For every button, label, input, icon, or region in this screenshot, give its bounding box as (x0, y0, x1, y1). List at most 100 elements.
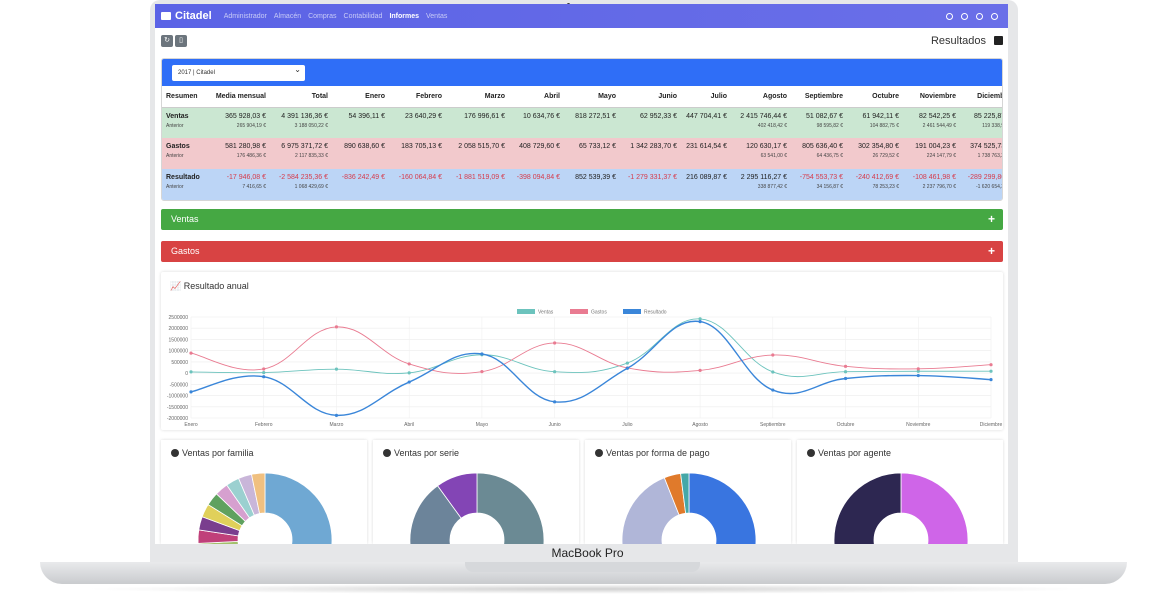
pie-slice[interactable] (833, 472, 902, 544)
ventas-section-toggle[interactable]: Ventas + (161, 209, 1003, 230)
data-point[interactable] (407, 362, 411, 366)
data-point[interactable] (989, 363, 993, 367)
cell-value: 85 225,87 € (974, 112, 1002, 120)
data-point[interactable] (189, 351, 193, 355)
pie-slice[interactable] (249, 472, 333, 544)
data-point[interactable] (480, 370, 484, 374)
data-point[interactable] (916, 369, 920, 373)
data-point[interactable] (553, 370, 557, 374)
cell-value: 447 704,41 € (686, 112, 727, 120)
data-point[interactable] (553, 341, 557, 345)
gastos-section-label: Gastos (171, 246, 200, 256)
value-cell: 85 225,87 € 119 338,94 € (960, 107, 1002, 138)
data-point[interactable] (698, 319, 702, 324)
data-point[interactable] (698, 317, 702, 321)
chat-icon[interactable] (961, 12, 968, 20)
data-point[interactable] (843, 370, 848, 374)
menu-item-almacen[interactable]: Almacén (273, 12, 302, 20)
x-tick-label: Noviembre (906, 422, 930, 428)
legend-label[interactable]: Gastos (591, 310, 607, 316)
pie-title-label: Ventas por serie (394, 448, 460, 458)
summary-row: Ventas Anterior 365 928,03 € 265 904,19 € 4 … (162, 107, 1002, 138)
bookmark-icon: ▯ (179, 37, 183, 44)
period-select[interactable]: 2017 | Citadel (172, 62, 305, 81)
data-point[interactable] (625, 361, 629, 365)
data-point[interactable] (553, 400, 557, 404)
data-point[interactable] (480, 352, 484, 356)
value-cell: 365 928,03 € 265 904,19 € (208, 107, 270, 138)
pie-slice[interactable] (476, 472, 545, 544)
value-cell: 62 952,33 € (620, 107, 681, 138)
pie-slice[interactable] (621, 477, 697, 544)
brand[interactable]: Citadel (155, 10, 212, 22)
cell-value: 54 396,11 € (348, 112, 385, 120)
data-point[interactable] (262, 370, 266, 375)
value-cell: 2 295 116,27 € 338 877,42 € (731, 169, 791, 200)
pie-slice[interactable] (251, 472, 266, 515)
cell-value: 231 614,54 € (686, 143, 727, 150)
menu-item-contabilidad[interactable]: Contabilidad (343, 12, 383, 20)
gastos-section-toggle[interactable]: Gastos + (161, 241, 1003, 262)
pie-slice[interactable] (900, 472, 969, 544)
row-label-cell: Gastos Anterior (162, 138, 208, 169)
data-point[interactable] (262, 375, 266, 379)
pie-slice[interactable] (688, 472, 757, 544)
annual-result-chart: 2500000 2000000 1500000 1000000 500000 0 -5000… (167, 309, 1002, 428)
value-cell: 231 614,54 € (681, 138, 731, 169)
legend-label[interactable]: Resultado (644, 310, 667, 316)
data-point[interactable] (916, 373, 920, 378)
help-icon[interactable] (976, 12, 983, 20)
cell-value: 82 542,25 € (919, 112, 956, 120)
pie-card: Ventas por familia (161, 440, 367, 544)
data-point[interactable] (771, 388, 775, 392)
cell-value: 2 415 746,44 € (740, 112, 787, 120)
column-header: Noviembre (903, 86, 960, 108)
data-point[interactable] (407, 380, 411, 384)
value-cell: 51 082,67 € 98 595,82 € (791, 107, 847, 138)
data-point[interactable] (334, 367, 339, 371)
user-icon[interactable] (991, 12, 998, 20)
data-point[interactable] (334, 325, 339, 329)
cell-value: 2 295 116,27 € (740, 174, 787, 181)
menu-item-informes[interactable]: Informes (389, 12, 419, 20)
cell-previous: 119 338,94 € (982, 122, 1002, 129)
menu-item-ventas[interactable]: Ventas (426, 12, 448, 20)
data-point[interactable] (189, 390, 193, 394)
bookmark-button[interactable]: ▯ (175, 35, 187, 47)
data-point[interactable] (771, 353, 775, 357)
cell-value: 805 636,40 € (802, 143, 843, 150)
data-point[interactable] (407, 371, 411, 375)
image-icon[interactable] (994, 36, 1003, 45)
data-point[interactable] (189, 370, 193, 374)
series-line-ventas (190, 318, 992, 378)
data-point[interactable] (989, 378, 993, 382)
data-point[interactable] (334, 413, 339, 417)
cell-value: -836 242,49 € (341, 174, 385, 181)
pie-slice[interactable] (437, 472, 478, 519)
value-cell: 408 729,60 € (509, 138, 564, 169)
pie-slice[interactable] (680, 472, 690, 514)
data-point[interactable] (625, 366, 629, 370)
data-point[interactable] (843, 376, 848, 381)
cell-previous: 1 738 763,27 € (977, 153, 1002, 159)
menu-item-compras[interactable]: Compras (308, 12, 337, 20)
data-point[interactable] (843, 364, 848, 368)
value-cell: 2 058 515,70 € (446, 138, 509, 169)
data-point[interactable] (916, 367, 920, 371)
data-point[interactable] (698, 368, 702, 373)
data-point[interactable] (771, 370, 775, 374)
cell-value: 852 539,39 € (575, 174, 616, 181)
menu-item-administrador[interactable]: Administrador (223, 12, 267, 20)
cell-value: 374 525,73 € (970, 143, 1002, 150)
cell-previous: 1 068 429,69 € (294, 184, 328, 190)
data-point[interactable] (262, 367, 266, 371)
refresh-button[interactable]: ↻ (161, 35, 173, 47)
search-icon[interactable] (946, 12, 953, 20)
legend-label[interactable]: Ventas (538, 310, 554, 316)
pie-slice[interactable] (409, 485, 477, 544)
value-cell: -160 064,84 € (389, 169, 446, 200)
cell-previous: 64 436,75 € (816, 153, 843, 159)
data-point[interactable] (989, 369, 993, 373)
value-cell: -754 553,73 € 34 156,87 € (791, 169, 847, 200)
cell-value: 183 705,13 € (401, 143, 442, 150)
